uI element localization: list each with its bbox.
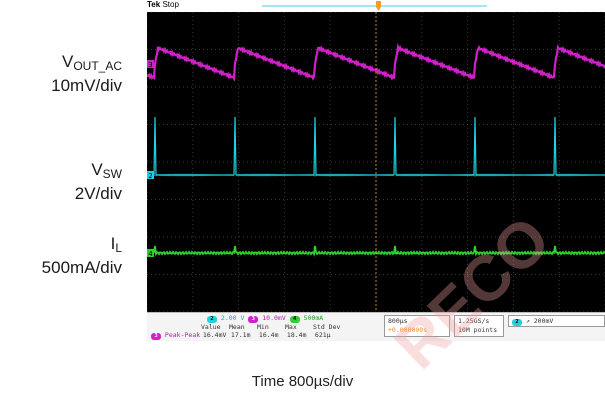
sample-rate: 1.25GS/s <box>458 317 490 325</box>
ch2-ground-marker[interactable]: 2 <box>147 171 154 180</box>
ch2-scale: 2.00 V <box>220 314 245 322</box>
timebase-box[interactable]: 800µs +0.000000s <box>384 315 450 337</box>
il-scale: 500mA/div <box>41 258 122 277</box>
meas-value: 18.4m <box>286 331 307 339</box>
meas-header: Mean <box>229 323 245 331</box>
ch4-il-trace <box>146 245 605 257</box>
vout-label-main: V <box>61 52 74 71</box>
vout-scale: 10mV/div <box>51 76 122 95</box>
svg-text:2: 2 <box>148 172 152 180</box>
meas-name: Peak-Peak <box>164 331 201 339</box>
ch3-vout-trace <box>146 42 605 82</box>
trigger-slope-icon: ↗ <box>525 317 530 325</box>
measurement-row[interactable]: 3 Peak-Peak 16.4mV 17.1m 16.4m 18.4m 621µ <box>151 331 345 340</box>
measurement-table: Value Mean Min Max Std Dev 3 Peak-Peak 16.4mV… <box>151 323 345 340</box>
vsw-label-sub: SW <box>102 167 122 181</box>
meas-value: 17.1m <box>230 331 251 339</box>
trigger-box[interactable]: 2 ↗ 200mV <box>508 315 605 327</box>
svg-text:3: 3 <box>148 61 152 69</box>
acquisition-box[interactable]: 1.25GS/s 10M points <box>454 315 504 337</box>
ch4-scale: 500mA <box>303 314 324 322</box>
vsw-label-main: V <box>91 160 103 179</box>
measurement-headers: Value Mean Min Max Std Dev <box>151 323 345 331</box>
scope-readout-bar: 2 2.00 V 3 10.0mV 4 500mA Value Mean Min Ma… <box>147 312 605 341</box>
il-label-main: I <box>110 234 116 253</box>
ch2-chip[interactable]: 2 <box>207 316 217 323</box>
tek-status: Tek Stop <box>147 0 179 9</box>
meas-header: Std Dev <box>313 323 341 331</box>
vsw-label: VSW 2V/div <box>0 160 122 204</box>
meas-ch-chip: 3 <box>151 333 161 340</box>
il-label: IL 500mA/div <box>0 234 122 278</box>
meas-value: 16.4mV <box>202 331 227 339</box>
vout-label: VOUT_AC 10mV/div <box>0 52 122 96</box>
scope-screen: 3 2 4 <box>146 11 605 313</box>
meas-value: 16.4m <box>258 331 279 339</box>
trigger-level: 200mV <box>533 317 554 325</box>
meas-header: Max <box>285 323 297 331</box>
tek-logo: Tek <box>147 0 161 9</box>
ch4-ground-marker[interactable]: 4 <box>147 249 154 258</box>
channel-scales: 2 2.00 V 3 10.0mV 4 500mA <box>207 314 323 323</box>
meas-value: 621µ <box>314 331 331 339</box>
record-length: 10M points <box>458 326 498 334</box>
time-offset: +0.000000s <box>388 326 428 334</box>
ch3-scale: 10.0mV <box>262 314 286 322</box>
time-scale-caption: Time 800µs/div <box>251 373 354 390</box>
ch2-vsw-trace <box>147 116 605 177</box>
ch3-ground-marker[interactable]: 3 <box>147 60 154 69</box>
waveform-display: 3 2 4 <box>146 11 605 313</box>
scope-header: Tek Stop <box>147 0 605 12</box>
trigger-ch-chip: 2 <box>512 319 522 326</box>
trigger-position-bar <box>262 1 487 11</box>
il-label-sub: L <box>115 241 122 255</box>
timebase: 800µs <box>388 317 408 325</box>
ch3-chip[interactable]: 3 <box>248 316 259 323</box>
meas-header: Value <box>201 323 221 331</box>
vsw-scale: 2V/div <box>74 184 122 203</box>
vout-label-sub: OUT_AC <box>73 59 122 73</box>
run-state: Stop <box>162 0 179 9</box>
trigger-time-marker <box>376 1 381 11</box>
svg-text:4: 4 <box>148 250 153 258</box>
meas-header: Min <box>257 323 269 331</box>
ch4-chip[interactable]: 4 <box>289 316 300 323</box>
